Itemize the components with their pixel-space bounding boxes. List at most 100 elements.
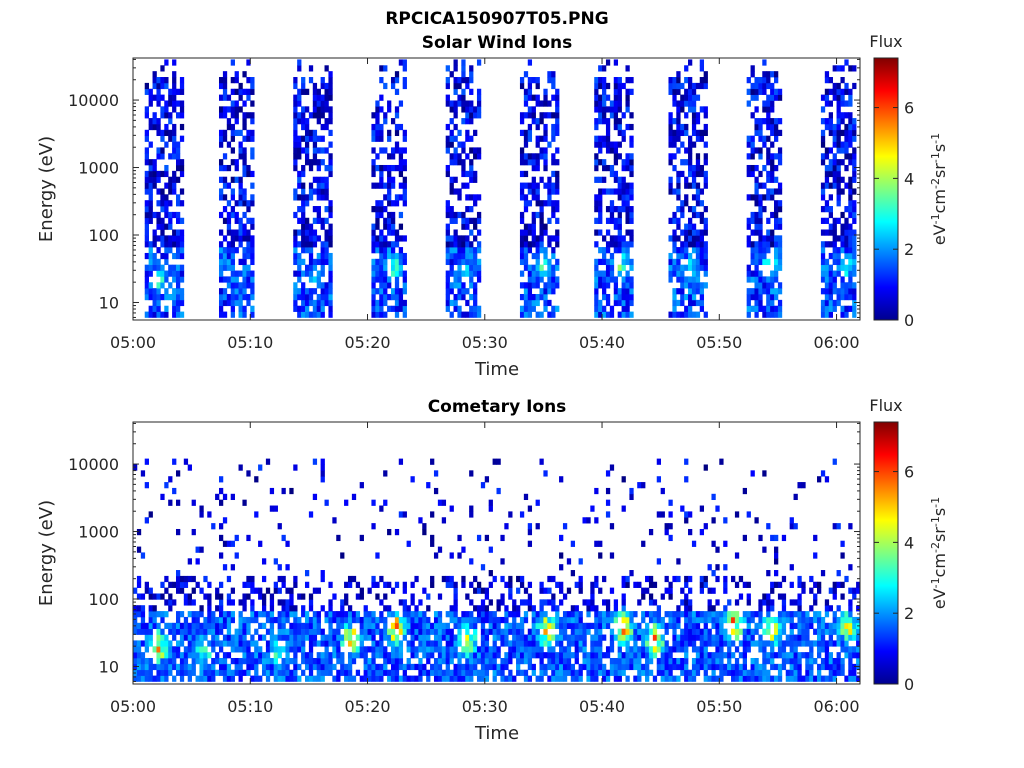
spectrogram-cell <box>418 669 423 676</box>
spectrogram-cell <box>156 123 161 131</box>
spectrogram-cell <box>453 159 458 166</box>
spectrogram-cell <box>371 675 376 682</box>
spectrogram-cell <box>148 593 153 600</box>
spectrogram-cell <box>672 77 677 84</box>
spectrogram-cell <box>629 634 634 641</box>
spectrogram-cell <box>484 593 490 600</box>
spectrogram-cell <box>746 593 751 600</box>
spectrogram-cell <box>750 669 755 676</box>
spectrogram-cell <box>832 88 837 95</box>
spectrogram-cell <box>754 82 759 90</box>
spectrogram-cell <box>719 628 724 635</box>
spectrogram-cell <box>293 164 298 172</box>
spectrogram-cell <box>781 605 787 612</box>
spectrogram-cell <box>832 288 837 295</box>
spectrogram-cell <box>394 258 400 266</box>
spectrogram-cell <box>508 593 513 600</box>
spectrogram-cell <box>723 669 728 676</box>
spectrogram-cell <box>203 646 208 653</box>
spectrogram-cell <box>308 616 314 624</box>
spectrogram-cell <box>551 675 556 682</box>
spectrogram-cell <box>457 288 462 295</box>
spectrogram-cell <box>602 599 607 606</box>
spectrogram-cell <box>512 628 517 635</box>
spectrogram-cell <box>265 669 271 676</box>
spectrogram-cell <box>758 135 763 142</box>
spectrogram-cell <box>758 276 763 283</box>
spectrogram-cell <box>414 675 419 682</box>
spectrogram-cell <box>367 634 372 641</box>
spectrogram-cell <box>312 264 318 271</box>
spectrogram-cell <box>613 88 619 95</box>
spectrogram-cell <box>445 276 450 283</box>
spectrogram-cell <box>312 657 318 665</box>
spectrogram-cell <box>215 616 220 624</box>
spectrogram-cell <box>156 88 161 95</box>
spectrogram-cell <box>746 288 751 295</box>
spectrogram-cell <box>817 675 822 682</box>
spectrogram-cell <box>383 264 388 271</box>
spectrogram-cell <box>547 270 552 277</box>
spectrogram-cell <box>531 622 536 630</box>
spectrogram-cell <box>238 634 243 641</box>
spectrogram-cell <box>156 311 161 318</box>
spectrogram-cell <box>828 223 833 230</box>
spectrogram-cell <box>551 77 556 84</box>
spectrogram-cell <box>390 652 396 659</box>
spectrogram-cell <box>777 675 783 682</box>
spectrogram-cell <box>719 675 724 682</box>
spectrogram-cell <box>699 282 705 289</box>
spectrogram-cell <box>387 657 392 665</box>
spectrogram-cell <box>629 611 634 618</box>
spectrogram-cell <box>164 112 169 119</box>
spectrogram-cell <box>543 164 548 172</box>
spectrogram-cell <box>621 235 626 242</box>
spectrogram-cell <box>156 235 161 242</box>
spectrogram-cell <box>285 611 290 618</box>
spectrogram-cell <box>265 663 271 671</box>
spectrogram-cell <box>824 652 830 659</box>
spectrogram-cell <box>805 669 810 676</box>
spectrogram-cell <box>136 646 142 653</box>
spectrogram-cell <box>312 640 318 647</box>
spectrogram-cell <box>473 663 478 671</box>
spectrogram-cell <box>457 153 462 160</box>
spectrogram-cell <box>230 264 235 271</box>
spectrogram-cell <box>832 523 837 530</box>
spectrogram-cell <box>226 640 232 647</box>
spectrogram-cell <box>543 123 548 131</box>
spectrogram-cell <box>230 194 235 201</box>
spectrogram-cell <box>672 299 677 307</box>
spectrogram-cell <box>750 305 755 312</box>
spectrogram-cell <box>852 282 857 289</box>
spectrogram-cell <box>809 587 814 594</box>
spectrogram-cell <box>609 552 615 559</box>
spectrogram-cell <box>586 517 591 524</box>
spectrogram-cell <box>531 235 536 242</box>
spectrogram-cell <box>703 229 708 236</box>
spectrogram-cell <box>762 88 767 95</box>
x-tick-label: 05:20 <box>344 333 390 352</box>
spectrogram-cell <box>422 587 427 594</box>
spectrogram-cell <box>691 94 697 101</box>
spectrogram-cell <box>672 640 677 647</box>
spectrogram-cell <box>371 311 376 318</box>
spectrogram-cell <box>234 176 239 183</box>
spectrogram-cell <box>625 194 630 201</box>
spectrogram-cell <box>758 252 763 260</box>
spectrogram-cell <box>731 616 736 624</box>
spectrogram-cell <box>676 640 681 647</box>
spectrogram-cell <box>594 276 599 283</box>
spectrogram-cell <box>523 141 529 148</box>
spectrogram-cell <box>828 264 833 271</box>
spectrogram-cell <box>179 288 185 295</box>
spectrogram-cell <box>555 200 560 207</box>
spectrogram-cell <box>211 663 216 671</box>
spectrogram-cell <box>273 646 278 653</box>
spectrogram-cell <box>473 247 478 254</box>
spectrogram-cell <box>304 622 310 630</box>
spectrogram-cell <box>711 493 716 501</box>
spectrogram-cell <box>605 188 611 195</box>
spectrogram-cell <box>449 188 454 195</box>
spectrogram-cell <box>402 235 407 242</box>
